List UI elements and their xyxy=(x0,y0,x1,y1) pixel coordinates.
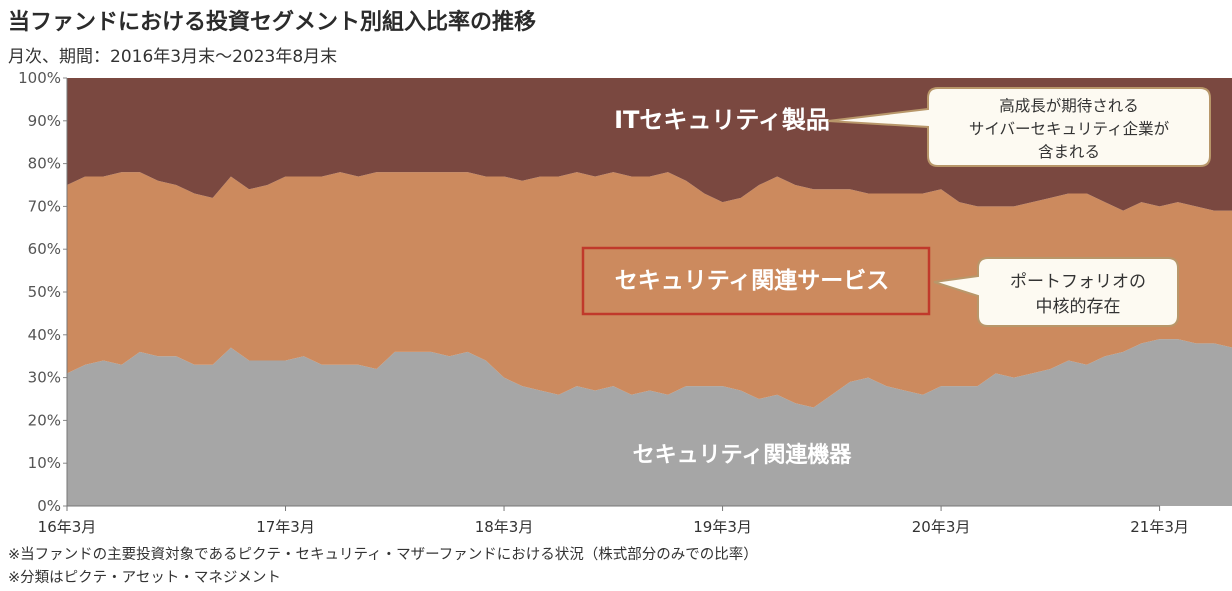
x-tick-label: 17年3月 xyxy=(256,518,315,536)
chart-subtitle: 月次、期間：2016年3月末～2023年8月末 xyxy=(8,47,338,67)
callout-services-line-2: 中核的存在 xyxy=(1036,297,1121,317)
callout-it-products: 高成長が期待される サイバーセキュリティ企業が 含まれる xyxy=(827,87,1211,167)
callout-it-line-2: サイバーセキュリティ企業が xyxy=(969,120,1170,138)
callout-services: ポートフォリオの 中核的存在 xyxy=(933,257,1179,327)
footnote-2: ※分類はピクテ・アセット・マネジメント xyxy=(8,570,281,586)
x-tick-label: 19年3月 xyxy=(693,518,752,536)
area-equipment xyxy=(67,339,1232,506)
y-tick-label: 20% xyxy=(28,411,61,429)
y-tick-label: 100% xyxy=(18,69,61,87)
callout-it-line-3: 含まれる xyxy=(1038,143,1100,161)
y-tick-label: 90% xyxy=(28,112,61,130)
x-tick-label: 21年3月 xyxy=(1130,518,1189,536)
callout-it-line-1: 高成長が期待される xyxy=(999,97,1139,115)
equipment-label: セキュリティ関連機器 xyxy=(633,443,853,468)
y-tick-label: 10% xyxy=(28,454,61,472)
y-axis-ticks: 0% 10% 20% 30% 40% 50% 60% 70% 80% 90% 100% xyxy=(18,69,67,515)
services-label: セキュリティ関連サービス xyxy=(615,268,890,294)
x-axis-ticks: 16年3月17年3月18年3月19年3月20年3月21年3月22年3月23年3月 xyxy=(38,506,1189,536)
footnote-1: ※当ファンドの主要投資対象であるピクテ・セキュリティ・マザーファンドにおける状況… xyxy=(8,547,758,563)
y-tick-label: 0% xyxy=(37,497,61,515)
y-tick-label: 70% xyxy=(28,197,61,215)
x-tick-label: 18年3月 xyxy=(475,518,534,536)
chart-axes xyxy=(66,78,1160,507)
area-services xyxy=(67,172,1232,408)
y-tick-label: 30% xyxy=(28,369,61,387)
services-highlight-box xyxy=(581,246,931,316)
y-tick-label: 40% xyxy=(28,326,61,344)
y-tick-label: 80% xyxy=(28,155,61,173)
y-tick-label: 50% xyxy=(28,283,61,301)
chart-title: 当ファンドにおける投資セグメント別組入比率の推移 xyxy=(8,10,537,35)
y-tick-label: 60% xyxy=(28,240,61,258)
it-products-label: ITセキュリティ製品 xyxy=(614,106,830,134)
x-tick-label: 20年3月 xyxy=(912,518,971,536)
x-tick-label: 16年3月 xyxy=(38,518,97,536)
callout-services-line-1: ポートフォリオの xyxy=(1010,272,1146,292)
